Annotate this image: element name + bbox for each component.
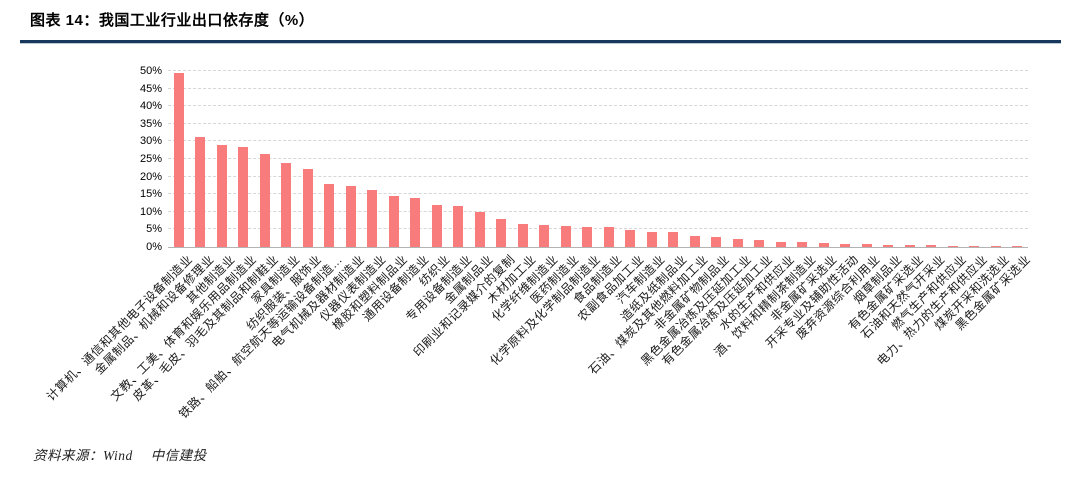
y-axis-tick-label: 35% xyxy=(139,117,162,130)
bar xyxy=(732,238,743,247)
y-axis-tick-label: 50% xyxy=(139,65,162,77)
bar xyxy=(947,245,958,247)
y-axis-tick-label: 25% xyxy=(139,153,162,165)
bar xyxy=(797,242,807,247)
figure-title: 图表 14：我国工业行业出口依存度（%） xyxy=(30,12,315,29)
bar xyxy=(324,184,334,247)
gridline-25 xyxy=(168,158,1028,159)
bar xyxy=(754,240,764,247)
bar xyxy=(560,226,571,247)
bar xyxy=(582,226,592,247)
gridline-35 xyxy=(168,122,1028,124)
bar xyxy=(195,137,205,247)
bar xyxy=(926,245,936,247)
bar xyxy=(861,244,872,247)
bar xyxy=(646,231,657,247)
bar xyxy=(904,244,915,247)
plot-area: 0% 5% 10% 15% 20% 25% 30% 35% 40% 45% 50% 计算机、通信和其他… xyxy=(44,65,1034,421)
bar xyxy=(603,227,614,247)
bar xyxy=(711,237,721,247)
bar xyxy=(453,206,463,247)
bar xyxy=(1012,246,1022,247)
bar xyxy=(539,225,549,247)
bar xyxy=(388,196,399,247)
bar xyxy=(689,236,700,247)
bar xyxy=(173,73,184,247)
bar xyxy=(474,211,485,247)
bar xyxy=(668,232,678,247)
y-axis-tick-label: 0% xyxy=(146,241,162,253)
gridline-50 xyxy=(168,70,1028,71)
bar xyxy=(302,168,313,247)
bar xyxy=(216,144,227,247)
gridline-5 xyxy=(168,228,1028,230)
bar xyxy=(883,244,893,247)
bar xyxy=(238,147,248,247)
y-axis-tick-label: 40% xyxy=(139,100,162,113)
bar xyxy=(431,205,442,247)
gridline-20 xyxy=(168,175,1028,177)
y-axis-tick-label: 20% xyxy=(139,170,162,183)
bar xyxy=(990,246,1001,247)
gridline-40 xyxy=(168,105,1028,107)
bar xyxy=(517,224,528,247)
gridline-15 xyxy=(168,193,1028,195)
title-underline-rule xyxy=(20,40,1061,43)
bar xyxy=(840,243,850,247)
gridline-30 xyxy=(168,140,1028,142)
bar xyxy=(818,243,829,247)
bar xyxy=(410,197,420,247)
y-axis-tick-label: 15% xyxy=(139,188,162,201)
bar xyxy=(496,218,506,247)
y-axis-tick-label: 5% xyxy=(146,223,162,236)
bar xyxy=(625,230,635,247)
bar xyxy=(281,163,291,247)
bar xyxy=(345,186,356,247)
gridline-10 xyxy=(168,210,1028,212)
bar xyxy=(969,245,979,247)
y-axis-tick-label: 30% xyxy=(139,135,162,148)
bar xyxy=(367,190,377,247)
bar xyxy=(259,154,270,247)
bar xyxy=(775,241,786,247)
gridline-45 xyxy=(168,87,1028,89)
y-axis-tick-label: 10% xyxy=(139,205,162,218)
source-attribution: 资料来源：Wind 中信建投 xyxy=(33,448,207,463)
y-axis-tick-label: 45% xyxy=(139,82,162,95)
